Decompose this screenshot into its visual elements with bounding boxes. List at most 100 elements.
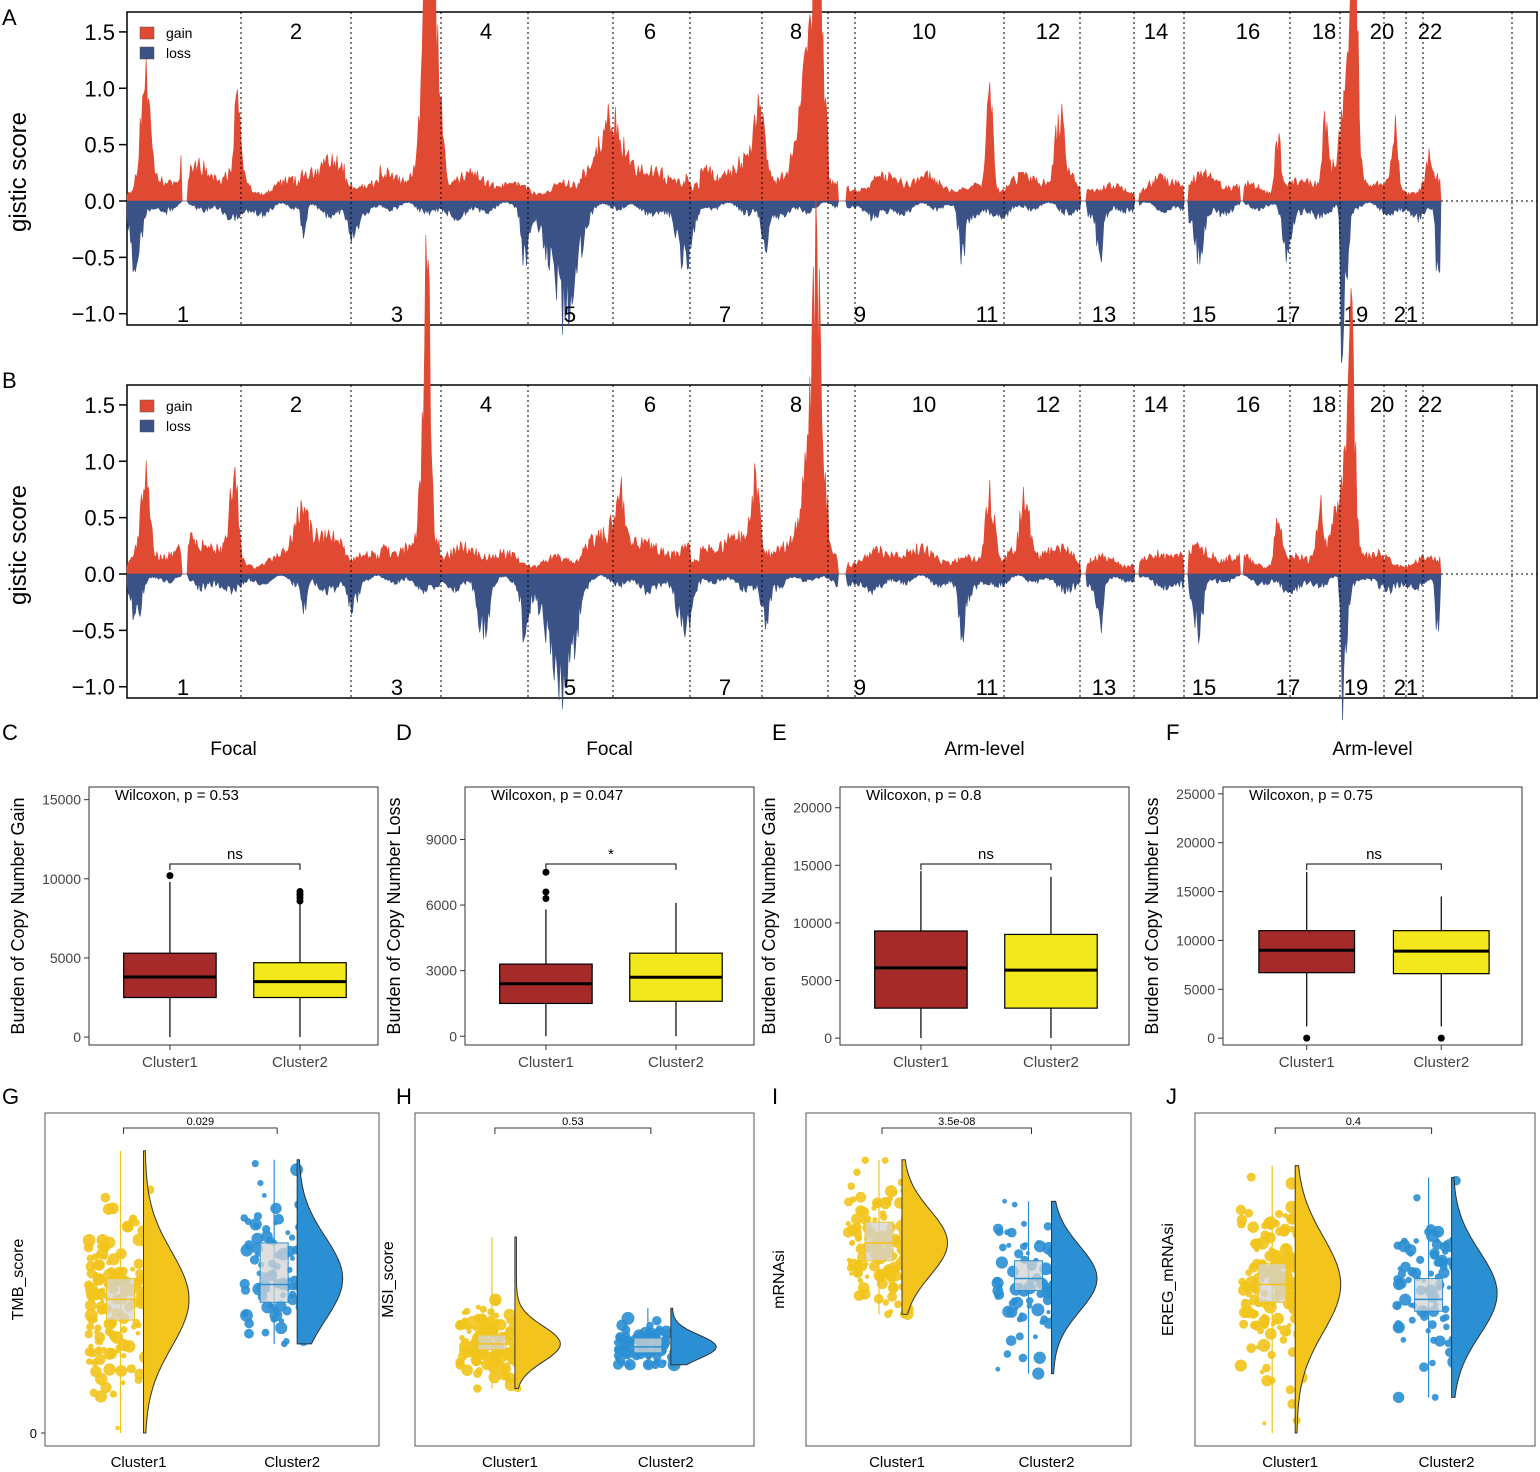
data-point <box>1393 1241 1402 1250</box>
data-point <box>501 1364 507 1371</box>
data-point <box>1046 1310 1051 1315</box>
data-point <box>1263 1300 1277 1314</box>
x-tick-label: Cluster2 <box>1019 1454 1075 1471</box>
panel-letter-g: G <box>2 1084 19 1109</box>
data-point <box>1431 1393 1439 1401</box>
data-point <box>290 1255 295 1261</box>
data-point <box>1413 1194 1421 1202</box>
data-point <box>84 1299 97 1312</box>
data-point <box>1427 1320 1437 1330</box>
y-tick-label: 15000 <box>42 792 81 808</box>
chromosome-label: 9 <box>854 302 866 327</box>
data-point <box>110 1269 116 1274</box>
data-point <box>1236 1214 1248 1226</box>
x-tick-label: Cluster2 <box>638 1454 694 1471</box>
y-tick-label: 0 <box>824 1030 832 1046</box>
y-axis-title: Burden of Copy Number Loss <box>384 797 404 1034</box>
data-point <box>475 1304 481 1310</box>
data-point <box>86 1254 94 1262</box>
data-point <box>86 1358 93 1365</box>
data-point <box>94 1331 106 1343</box>
data-point <box>100 1382 112 1394</box>
data-point <box>240 1309 253 1322</box>
data-point <box>89 1388 99 1398</box>
box-cluster2 <box>253 962 347 999</box>
data-point <box>1234 1359 1247 1372</box>
outlier-point <box>296 887 304 895</box>
plot-frame <box>805 1112 1132 1447</box>
data-point <box>887 1291 898 1302</box>
y-tick-label: 3000 <box>426 963 457 979</box>
data-point <box>132 1233 146 1247</box>
y-tick-label: −0.5 <box>72 618 115 643</box>
data-point <box>473 1369 482 1378</box>
data-point <box>639 1326 653 1340</box>
significance-label: * <box>608 846 614 863</box>
data-point <box>487 1308 495 1316</box>
data-point <box>1032 1367 1045 1380</box>
x-tick-label: Cluster1 <box>142 1054 198 1071</box>
data-point <box>995 1366 1001 1372</box>
data-point <box>94 1354 106 1365</box>
y-axis-title: Burden of Copy Number Gain <box>759 797 779 1034</box>
panel-f-boxplot: Arm-level Wilcoxon, p = 0.75 Burden of Cop… <box>1142 739 1523 1071</box>
data-point <box>1399 1293 1412 1306</box>
chromosome-label: 4 <box>480 19 492 44</box>
data-point <box>97 1304 108 1315</box>
chromosome-label: 11 <box>976 302 999 327</box>
panel-letter-f: F <box>1166 720 1179 745</box>
data-point <box>84 1330 93 1339</box>
y-tick-label: 0.5 <box>84 133 115 158</box>
data-point <box>1245 1269 1253 1276</box>
pvalue-bracket <box>881 1127 1032 1134</box>
panel-letter-a: A <box>2 5 17 30</box>
data-point <box>1003 1350 1012 1358</box>
legend-loss-label: loss <box>166 45 191 61</box>
data-point <box>1400 1237 1408 1245</box>
data-point <box>1043 1222 1053 1231</box>
data-point <box>1286 1273 1293 1280</box>
data-point <box>1245 1290 1253 1298</box>
data-point <box>288 1234 296 1241</box>
data-point <box>120 1326 128 1334</box>
data-point <box>1289 1225 1296 1233</box>
panel-letter-i: I <box>772 1084 778 1109</box>
data-point <box>1258 1315 1270 1328</box>
chromosome-label: 17 <box>1276 675 1300 700</box>
data-point <box>992 1285 1004 1297</box>
y-tick-label: 15000 <box>793 857 832 873</box>
data-point <box>274 1311 280 1317</box>
data-point <box>1443 1323 1450 1331</box>
data-point <box>623 1335 628 1340</box>
data-point <box>615 1334 623 1342</box>
data-point <box>859 1288 871 1300</box>
legend-gain-label: gain <box>166 398 192 414</box>
data-point <box>1011 1296 1024 1309</box>
outlier-point <box>1437 1034 1445 1042</box>
x-tick-label: Cluster1 <box>518 1054 574 1071</box>
loss-area <box>126 200 1442 364</box>
x-tick-label: Cluster1 <box>1262 1454 1318 1471</box>
plot-frame <box>126 384 1538 699</box>
data-point <box>847 1182 856 1190</box>
chromosome-label: 19 <box>1344 675 1368 700</box>
chromosome-label: 10 <box>912 19 936 44</box>
chromosome-label: 21 <box>1394 302 1418 327</box>
data-point <box>857 1277 863 1284</box>
data-point <box>853 1168 861 1177</box>
data-point <box>1429 1359 1436 1367</box>
box-cluster1 <box>123 952 217 999</box>
chromosome-label: 12 <box>1036 19 1060 44</box>
y-tick-label: 1.5 <box>84 393 115 418</box>
x-tick-label: Cluster1 <box>893 1054 949 1071</box>
data-point <box>95 1288 100 1294</box>
data-point <box>476 1314 488 1327</box>
plot-frame <box>1222 786 1523 1046</box>
half-violin <box>670 1307 717 1366</box>
loss-area <box>126 573 1442 721</box>
data-point <box>881 1157 889 1164</box>
data-point <box>1434 1335 1446 1347</box>
data-point <box>1419 1362 1429 1372</box>
data-point <box>1015 1332 1024 1341</box>
